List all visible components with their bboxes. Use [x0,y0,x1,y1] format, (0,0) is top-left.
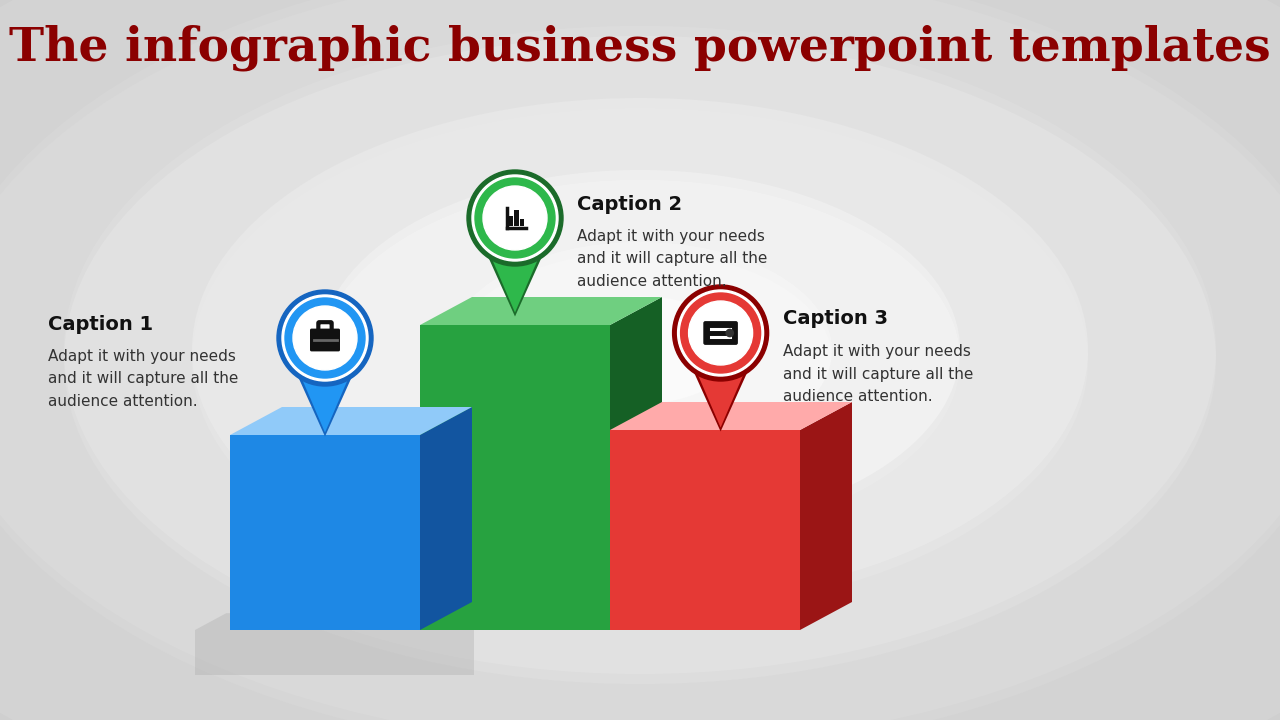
Ellipse shape [192,108,1088,612]
FancyBboxPatch shape [703,321,737,345]
Polygon shape [300,372,351,433]
Polygon shape [691,367,750,431]
Polygon shape [230,435,420,630]
Bar [515,210,518,226]
Ellipse shape [320,170,960,530]
Ellipse shape [320,180,960,540]
Text: Adapt it with your needs
and it will capture all the
audience attention.: Adapt it with your needs and it will cap… [782,344,973,404]
Polygon shape [489,252,541,312]
Polygon shape [611,297,662,630]
Circle shape [672,285,768,381]
Polygon shape [800,402,852,630]
Circle shape [285,298,365,378]
Text: Caption 1: Caption 1 [49,315,154,333]
Text: Caption 3: Caption 3 [782,310,887,328]
Polygon shape [420,325,611,630]
Polygon shape [420,407,472,630]
Polygon shape [230,407,472,435]
Polygon shape [486,252,544,317]
Text: Adapt it with your needs
and it will capture all the
audience attention.: Adapt it with your needs and it will cap… [49,349,238,409]
Polygon shape [296,372,355,436]
Text: The infographic business powerpoint templates: The infographic business powerpoint temp… [9,24,1271,71]
Text: Caption 2: Caption 2 [577,194,682,214]
Circle shape [726,328,735,338]
Ellipse shape [64,26,1216,674]
FancyBboxPatch shape [310,328,340,351]
Ellipse shape [448,252,832,468]
Polygon shape [611,402,852,430]
Ellipse shape [448,242,832,458]
Polygon shape [195,608,474,675]
Circle shape [467,170,563,266]
Ellipse shape [544,296,736,404]
Circle shape [681,293,760,373]
Circle shape [677,290,764,376]
Circle shape [282,295,369,381]
Bar [520,219,524,226]
Ellipse shape [64,36,1216,684]
Bar [508,216,513,226]
Circle shape [472,175,558,261]
Polygon shape [420,297,662,325]
Circle shape [293,306,357,370]
Circle shape [276,290,372,386]
Text: Adapt it with your needs
and it will capture all the
audience attention.: Adapt it with your needs and it will cap… [577,229,768,289]
Circle shape [689,301,753,365]
Ellipse shape [192,98,1088,602]
Polygon shape [611,430,800,630]
Circle shape [475,178,556,258]
Circle shape [483,186,547,250]
Polygon shape [695,367,746,428]
